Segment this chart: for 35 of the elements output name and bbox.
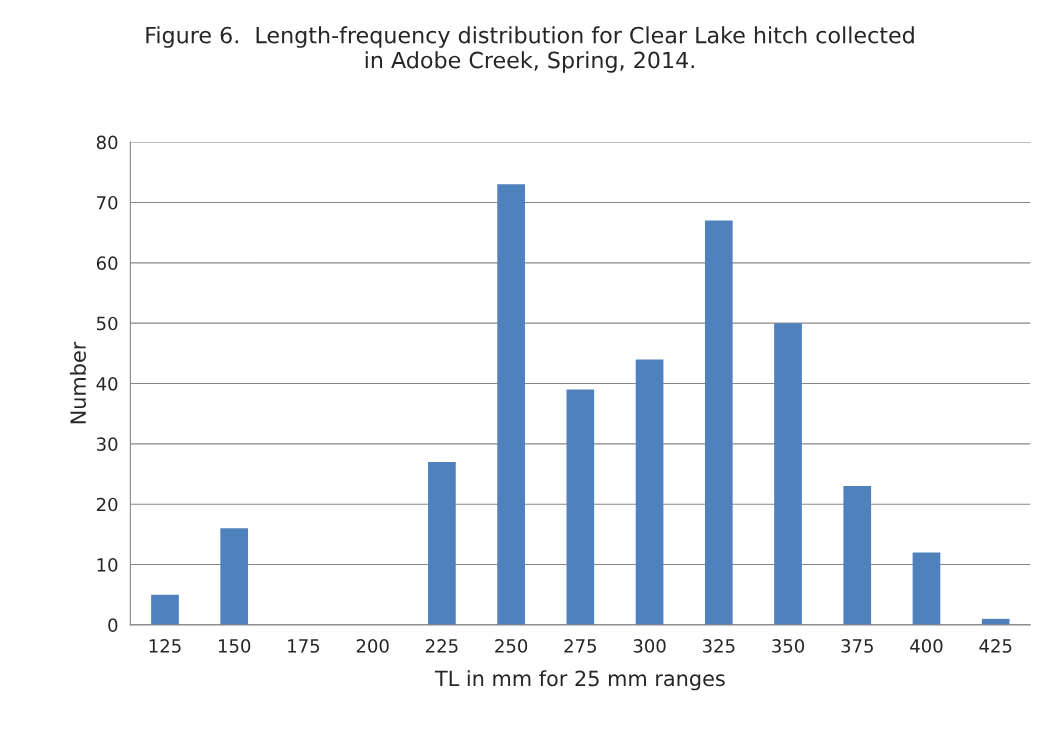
x-tick-label: 125 [149,639,181,653]
y-tick-label: 30 [96,437,118,451]
bar [497,184,525,625]
y-tick-label: 50 [96,316,118,331]
bar [704,220,733,625]
bar [566,389,595,625]
x-tick-label: 300 [633,639,666,653]
y-tick-label: 10 [97,558,118,572]
y-tick-label: 0 [108,618,118,633]
x-tick-label: 225 [425,639,458,653]
y-tick-label: 80 [96,135,118,150]
chart-title: Figure 6. Length-frequency distribution for Clear Lake hitch collected in Adobe Creek, Spring, 2014. [146,26,914,73]
bar [151,594,179,625]
x-tick-label: 425 [979,639,1012,653]
bar [428,461,456,625]
y-tick-label: 40 [96,376,118,391]
bar [635,359,664,625]
y-tick-label: 20 [96,497,118,512]
x-tick-label: 275 [564,639,596,653]
x-axis-title: TL in mm for 25 mm ranges [434,670,725,691]
x-tick-label: 175 [288,639,320,653]
bar [774,323,802,625]
y-axis-title: Number [69,341,87,424]
bar [912,552,941,625]
x-tick-label: 250 [495,639,528,653]
y-tick-label: 60 [96,256,118,270]
x-tick-label: 150 [218,639,251,653]
bar [843,486,872,625]
y-tick-label: 70 [97,195,118,210]
bar [220,528,249,625]
x-tick-label: 375 [841,639,873,653]
x-tick-label: 350 [772,639,805,653]
x-tick-label: 325 [702,639,735,653]
x-tick-label: 400 [910,639,943,653]
x-tick-label: 200 [356,639,389,653]
